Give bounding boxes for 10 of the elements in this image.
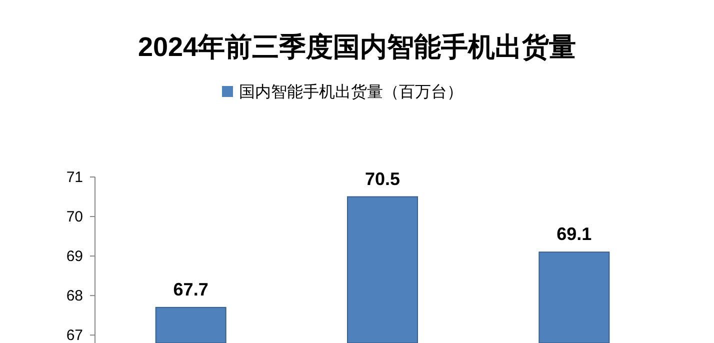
y-tick-label: 68 [66,288,83,305]
data-label: 69.1 [556,224,592,244]
y-tick-label: 69 [66,248,83,266]
data-label: 67.7 [173,279,208,300]
chart-title: 2024年前三季度国内智能手机出货量 [138,32,576,62]
y-tick-label: 71 [66,169,83,186]
y-tick-label: 70 [66,208,83,226]
y-tick-label: 67 [66,327,83,343]
data-label: 70.5 [364,168,400,189]
legend-label: 国内智能手机出货量（百万台） [239,83,463,101]
